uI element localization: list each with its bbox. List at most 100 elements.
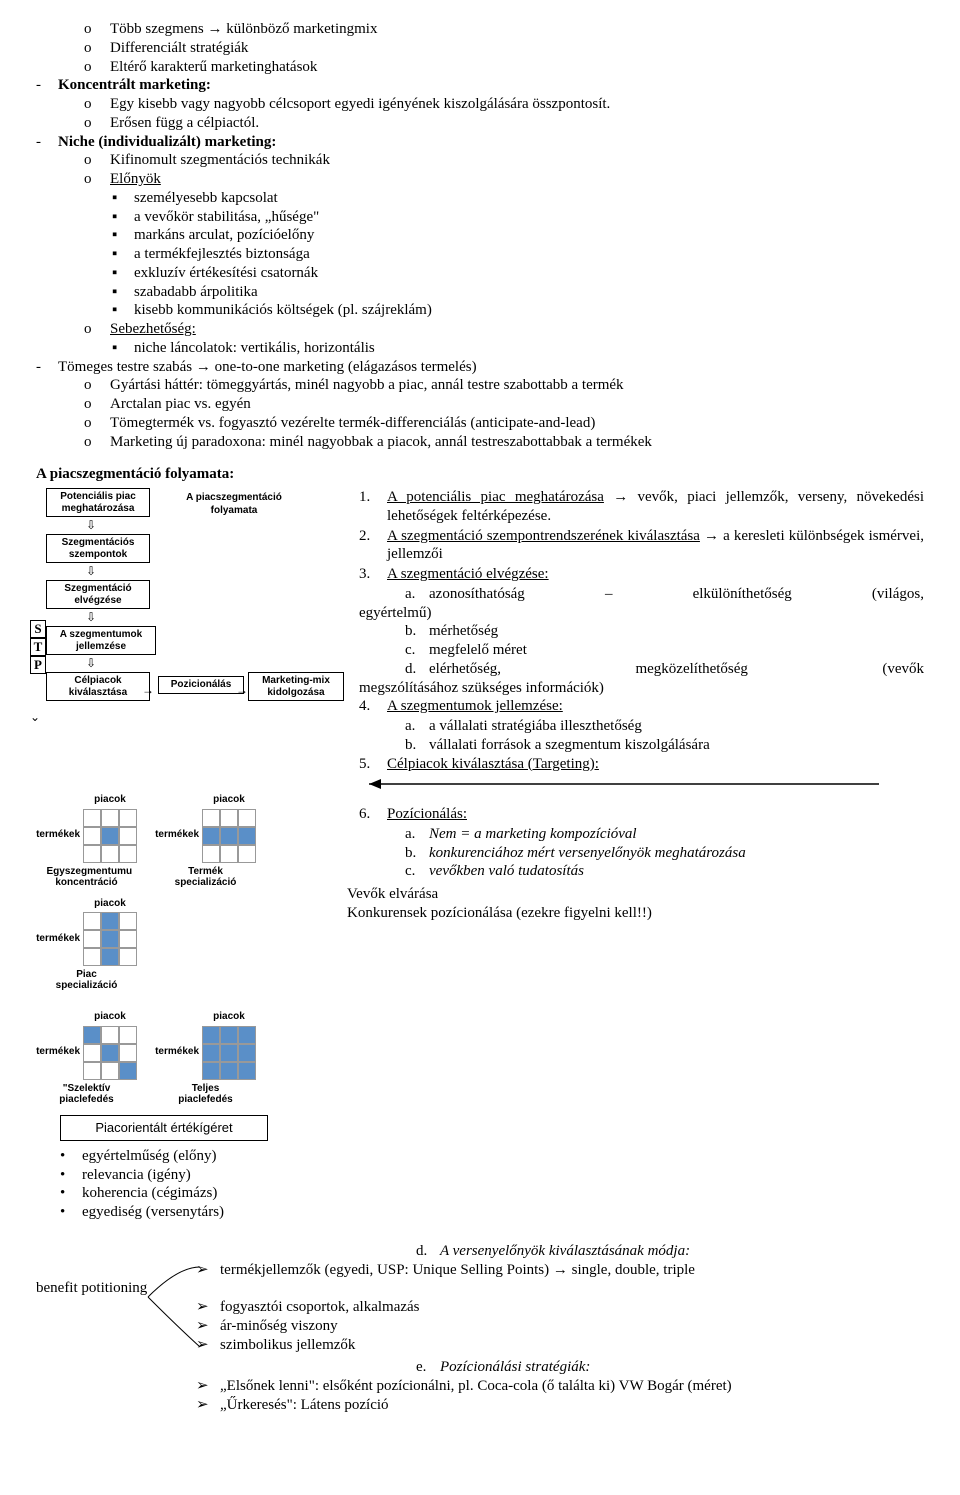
top-o-bullets: oTöbb szegmens → különböző marketingmix … [84,20,924,76]
step4-label: A szegmentumok jellemzése: [387,698,563,714]
long-arrow-left-icon [359,777,924,797]
e-item-0: „Elsőnek lenni": elsőként pozícionálni, … [220,1377,924,1396]
step5-label: Célpiacok kiválasztása (Targeting): [387,756,599,772]
tomeges-block: -Tömeges testre szabás → one-to-one mark… [36,358,924,377]
s3c: megfelelő méret [429,641,924,660]
stp-p: P [30,656,46,674]
s3d-tail: (vevők [882,660,924,679]
matrix-cell [83,1044,101,1062]
matrix-cell [238,827,256,845]
matrix-cell [238,1044,256,1062]
matrix-left-label: termékek [36,1046,80,1059]
e-item-1: „Űrkeresés": Látens pozíció [220,1396,924,1415]
text: Egy kisebb vagy nagyobb célcsoport egyed… [110,95,924,114]
matrix-cell [119,827,137,845]
arrow-down-icon: ⇩ [86,656,96,671]
flow-box-4: A szegmentumok jellemzése [46,626,156,655]
flow-box-6: Pozicionálás [158,676,244,694]
matrix-1: piacoktermékekTermék specializáció [155,794,256,888]
text: kisebb kommunikációs költségek (pl. száj… [134,301,924,320]
text: a termékfejlesztés biztonsága [134,245,924,264]
s4b: vállalati források a szegmentum kiszolgá… [429,736,924,755]
text: koherencia (cégimázs) [82,1184,341,1203]
text: niche láncolatok: vertikális, horizontál… [134,339,924,358]
matrix-cell [101,845,119,863]
d-item-2: ár-minőség viszony [220,1317,924,1336]
text: Differenciált stratégiák [110,39,924,58]
flow-box-7: Marketing-mix kidolgozása [248,672,344,701]
matrix-cell [202,1044,220,1062]
text: egyértelműség (előny) [82,1147,341,1166]
text: relevancia (igény) [82,1166,341,1185]
stp-s: S [30,620,46,638]
matrix-cell [83,827,101,845]
arrow-down-icon: ⇩ [86,518,96,533]
s3a-post: elkülöníthetőség [693,585,792,604]
s6b: konkurenciához mért versenyelőnyök megha… [429,844,924,863]
d-item-3: szimbolikus jellemzők [220,1336,924,1355]
matrix-left-label: termékek [36,829,80,842]
matrix-cell [119,845,137,863]
matrix-cell [119,1062,137,1080]
matrix-cell [101,827,119,845]
elonyok-label: Előnyök [110,171,161,187]
matrix-cell [101,809,119,827]
curve-bracket-icon [144,1261,204,1353]
flow-title: A piacszegmentáció folyamata [164,492,304,517]
d-item-0: termékjellemzők (egyedi, USP: Unique Sel… [220,1261,924,1280]
matrix-cell [119,912,137,930]
matrix-3: piacoktermékek"Szelektív piaclefedés [36,1011,137,1105]
matrix-caption: Teljes piaclefedés [166,1083,246,1105]
matrix-cell [119,948,137,966]
arrow-right-icon: → [142,683,154,698]
s3d2: megszólításához szükséges információk) [359,680,604,696]
e-title: Pozícionálási stratégiák: [440,1358,924,1377]
matrix-cell [101,1026,119,1044]
promise-bullets: •egyértelműség (előny) •relevancia (igén… [60,1147,341,1222]
matrix-cell [220,1044,238,1062]
tomeges-title: Tömeges testre szabás → one-to-one marke… [58,358,924,377]
d-title: A versenyelőnyök kiválasztásának módja: [440,1242,924,1261]
text: Gyártási háttér: tömeggyártás, minél nag… [110,376,924,395]
text: exkluzív értékesítési csatornák [134,264,924,283]
text: Több szegmens → különböző marketingmix [110,20,924,39]
matrix-cell [101,1062,119,1080]
matrix-cell [83,930,101,948]
matrix-cell [202,845,220,863]
matrix-cell [101,948,119,966]
matrix-top-label: piacok [94,898,126,911]
text: egyediség (versenytárs) [82,1203,341,1222]
step2-label: A szegmentáció szempontrendszerének kivá… [387,528,700,544]
text: Eltérő karakterű marketinghatások [110,58,924,77]
matrix-cell [220,809,238,827]
flow-box-2: Szegmentációs szempontok [46,534,150,563]
matrix-cell [238,1026,256,1044]
arrow-down-icon: ⇩ [86,564,96,579]
s4a: a vállalati stratégiába illeszthetőség [429,717,924,736]
step6-label: Pozícionálás: [387,806,467,822]
matrix-top-label: piacok [213,794,245,807]
s3b: mérhetőség [429,622,924,641]
matrix-cell [101,930,119,948]
matrix-caption: Piac specializáció [47,969,127,991]
s3d-pre: elérhetőség, [429,660,501,679]
text: a vevőkör stabilitása, „hűsége" [134,208,924,227]
s3a-tail2: egyértelmű) [359,605,431,621]
konk-line: Konkurensek pozícionálása (ezekre figyel… [347,904,924,923]
step1-label: A potenciális piac meghatározása [387,489,604,505]
matrix-cell [220,1062,238,1080]
matrix-left-label: termékek [155,1046,199,1059]
vevok-line: Vevők elvárása [347,885,924,904]
s6a: Nem = a marketing kompozícióval [429,825,924,844]
matrix-cell [202,827,220,845]
flow-box-1: Potenciális piac meghatározása [46,488,150,517]
s3d-mid: megközelíthetőség [635,660,747,679]
right-column: 1.A potenciális piac meghatározása → vev… [341,488,924,1222]
matrix-left-label: termékek [155,829,199,842]
matrix-cell [119,1044,137,1062]
niche-title: Niche (individualizált) marketing: [58,134,276,150]
s6c: vevőkben való tudatosítás [429,862,924,881]
koncentralt-title: Koncentrált marketing: [58,77,211,93]
matrix-cell [220,845,238,863]
matrix-caption: "Szelektív piaclefedés [47,1083,127,1105]
